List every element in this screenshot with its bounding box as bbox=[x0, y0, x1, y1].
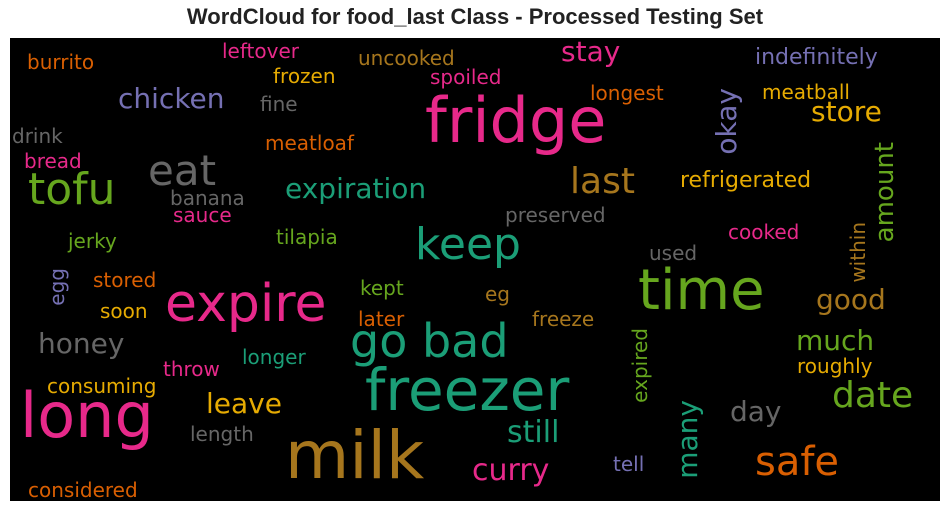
word-curry: curry bbox=[472, 453, 550, 488]
word-preserved: preserved bbox=[505, 203, 606, 227]
word-meatloaf: meatloaf bbox=[265, 131, 354, 155]
word-eg: eg bbox=[485, 282, 510, 306]
word-stored: stored bbox=[93, 268, 157, 292]
word-later: later bbox=[358, 307, 405, 331]
word-banana: banana bbox=[170, 186, 245, 210]
word-consuming: consuming bbox=[47, 374, 157, 398]
word-expiration: expiration bbox=[285, 172, 427, 205]
word-time: time bbox=[638, 258, 765, 323]
word-spoiled: spoiled bbox=[430, 65, 502, 89]
word-much: much bbox=[796, 324, 875, 357]
word-uncooked: uncooked bbox=[358, 46, 455, 70]
word-soon: soon bbox=[100, 299, 148, 323]
word-indefinitely: indefinitely bbox=[755, 45, 878, 70]
word-longest: longest bbox=[590, 81, 664, 105]
word-cooked: cooked bbox=[728, 220, 800, 244]
word-expired: expired bbox=[628, 328, 652, 403]
word-tofu: tofu bbox=[28, 164, 116, 215]
word-honey: honey bbox=[38, 327, 125, 360]
word-good: good bbox=[816, 283, 886, 316]
word-tilapia: tilapia bbox=[276, 225, 338, 249]
word-considered: considered bbox=[28, 478, 138, 501]
word-refrigerated: refrigerated bbox=[680, 168, 812, 193]
word-amount: amount bbox=[870, 142, 900, 243]
word-jerky: jerky bbox=[68, 229, 117, 253]
word-throw: throw bbox=[163, 357, 220, 381]
word-fine: fine bbox=[260, 92, 298, 116]
word-stay: stay bbox=[561, 38, 621, 68]
word-kept: kept bbox=[360, 276, 404, 300]
word-freezer: freezer bbox=[365, 356, 570, 424]
word-sauce: sauce bbox=[173, 203, 232, 227]
word-store: store bbox=[811, 95, 882, 128]
word-last: last bbox=[570, 161, 635, 202]
word-longer: longer bbox=[242, 345, 306, 369]
word-frozen: frozen bbox=[273, 64, 336, 88]
word-day: day bbox=[730, 395, 782, 428]
wordcloud-canvas: fridge milk freezer long time expire go bad kee… bbox=[10, 38, 940, 501]
word-chicken: chicken bbox=[118, 82, 225, 115]
word-leave: leave bbox=[206, 387, 282, 420]
word-date: date bbox=[832, 375, 914, 416]
word-many: many bbox=[671, 400, 704, 479]
word-burrito: burrito bbox=[27, 50, 95, 74]
word-meatball: meatball bbox=[762, 80, 850, 104]
word-used: used bbox=[649, 241, 698, 265]
word-freeze: freeze bbox=[532, 307, 595, 331]
word-drink: drink bbox=[12, 124, 63, 148]
word-safe: safe bbox=[755, 439, 840, 485]
word-within: within bbox=[846, 222, 870, 283]
word-length: length bbox=[190, 422, 254, 446]
word-leftover: leftover bbox=[222, 39, 299, 63]
word-expire: expire bbox=[165, 274, 327, 334]
word-keep: keep bbox=[415, 219, 521, 270]
word-okay: okay bbox=[710, 88, 743, 155]
word-fridge: fridge bbox=[425, 84, 607, 157]
word-still: still bbox=[507, 415, 560, 450]
word-roughly: roughly bbox=[797, 354, 873, 378]
word-go-bad: go bad bbox=[350, 314, 509, 368]
word-long: long bbox=[20, 379, 154, 452]
chart-title: WordCloud for food_last Class - Processe… bbox=[186, 4, 764, 29]
word-milk: milk bbox=[285, 417, 425, 494]
word-tell: tell bbox=[613, 452, 645, 476]
word-bread: bread bbox=[24, 149, 82, 173]
word-eat: eat bbox=[148, 146, 217, 195]
word-egg: egg bbox=[45, 268, 69, 306]
